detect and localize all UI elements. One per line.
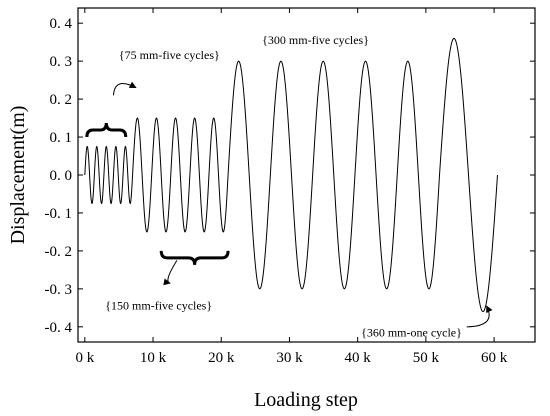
brace-mark xyxy=(85,122,128,138)
x-axis-ticks: 0 k 10 k 20 k 30 k 40 k 50 k 60 k xyxy=(75,8,508,366)
annotation-arrow xyxy=(466,305,493,328)
x-tick-label: 0 k xyxy=(75,350,94,366)
annotation-label: {150 mm-five cycles} xyxy=(105,299,212,313)
x-tick-label: 40 k xyxy=(345,350,372,366)
annotation-layer: {75 mm-five cycles} {150 mm-five cycles} {… xyxy=(105,33,493,339)
y-tick-label: -0. 4 xyxy=(45,320,73,336)
y-tick-label: -0. 1 xyxy=(45,206,73,222)
y-axis-ticks: -0. 4 -0. 3 -0. 2 -0. 1 0. 0 0. 1 0. 2 0. 3 0. 4 xyxy=(45,16,535,336)
brace-layer xyxy=(85,122,230,265)
series-layer xyxy=(84,37,498,313)
y-tick-label: -0. 3 xyxy=(45,282,73,298)
annotation-label: {300 mm-five cycles} xyxy=(262,33,369,47)
y-tick-label: 0. 4 xyxy=(50,16,73,32)
x-tick-label: 10 k xyxy=(140,350,167,366)
annotation-label: {360 mm-one cycle} xyxy=(361,325,462,339)
brace-mark xyxy=(159,250,230,265)
annotation-arrow xyxy=(163,260,178,286)
y-tick-label: 0. 2 xyxy=(50,92,73,108)
x-tick-label: 50 k xyxy=(413,350,440,366)
annotation-arrow xyxy=(112,81,137,96)
y-axis-title: Displacement(m) xyxy=(7,106,29,245)
displacement-series-line xyxy=(84,37,498,313)
y-tick-label: 0. 1 xyxy=(50,130,73,146)
y-tick-label: 0. 0 xyxy=(50,168,73,184)
x-tick-label: 20 k xyxy=(208,350,235,366)
x-tick-label: 60 k xyxy=(481,350,508,366)
x-axis-title: Loading step xyxy=(254,389,358,411)
y-tick-label: -0. 2 xyxy=(45,244,73,260)
annotation-label: {75 mm-five cycles} xyxy=(119,48,220,62)
x-tick-label: 30 k xyxy=(276,350,303,366)
y-tick-label: 0. 3 xyxy=(50,54,73,70)
